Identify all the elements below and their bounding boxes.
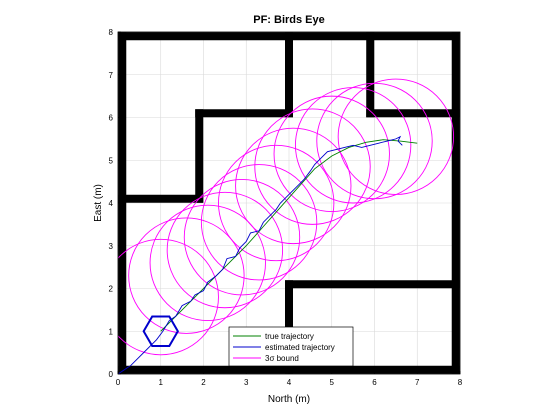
robot-group [142,315,180,348]
walls [118,32,460,374]
legend: true trajectory estimated trajectory 3σ … [228,326,354,367]
bound-circle [337,78,455,195]
robot-hexagon [142,315,180,348]
x-tick-label: 6 [372,378,377,387]
true-trajectory-line [160,139,418,332]
y-axis-label: East (m) [93,184,104,222]
bound-circle [166,191,284,309]
legend-label-true: true trajectory [265,332,314,341]
y-tick-label: 2 [109,285,114,294]
x-tick-label: 0 [116,378,121,387]
y-tick-label: 7 [109,71,114,80]
lines-group [118,135,418,374]
x-tick-label: 3 [244,378,249,387]
x-tick-label: 2 [201,378,206,387]
y-ticks: 0 1 2 3 4 5 6 7 8 [109,28,121,379]
y-tick-label: 4 [109,199,114,208]
x-tick-label: 5 [330,378,335,387]
bound-circle [128,217,245,334]
x-tick-label: 8 [458,378,463,387]
y-tick-label: 0 [109,370,114,379]
legend-label-estimated: estimated trajectory [265,343,335,352]
x-tick-label: 1 [159,378,164,387]
y-tick-label: 1 [109,327,114,336]
x-ticks: 0 1 2 3 4 5 6 7 8 [116,371,463,387]
bound-circle [235,127,352,245]
bound-circle [183,179,301,296]
x-axis-label: North (m) [268,394,310,405]
y-tick-label: 6 [109,114,114,123]
x-tick-label: 4 [287,378,292,387]
chart-title: PF: Birds Eye [253,14,325,26]
x-tick-label: 7 [415,378,420,387]
circles-group [118,78,455,356]
bound-circle [218,144,335,262]
bound-circle [149,204,266,322]
estimated-trajectory-line [118,135,403,374]
bound-circle [200,164,318,281]
bound-circle [118,238,219,356]
bound-circle [254,108,371,225]
y-tick-label: 8 [109,28,114,37]
bound-circle [273,95,390,212]
y-tick-label: 5 [109,156,114,165]
legend-label-bound: 3σ bound [265,354,299,363]
y-tick-label: 3 [109,242,114,251]
